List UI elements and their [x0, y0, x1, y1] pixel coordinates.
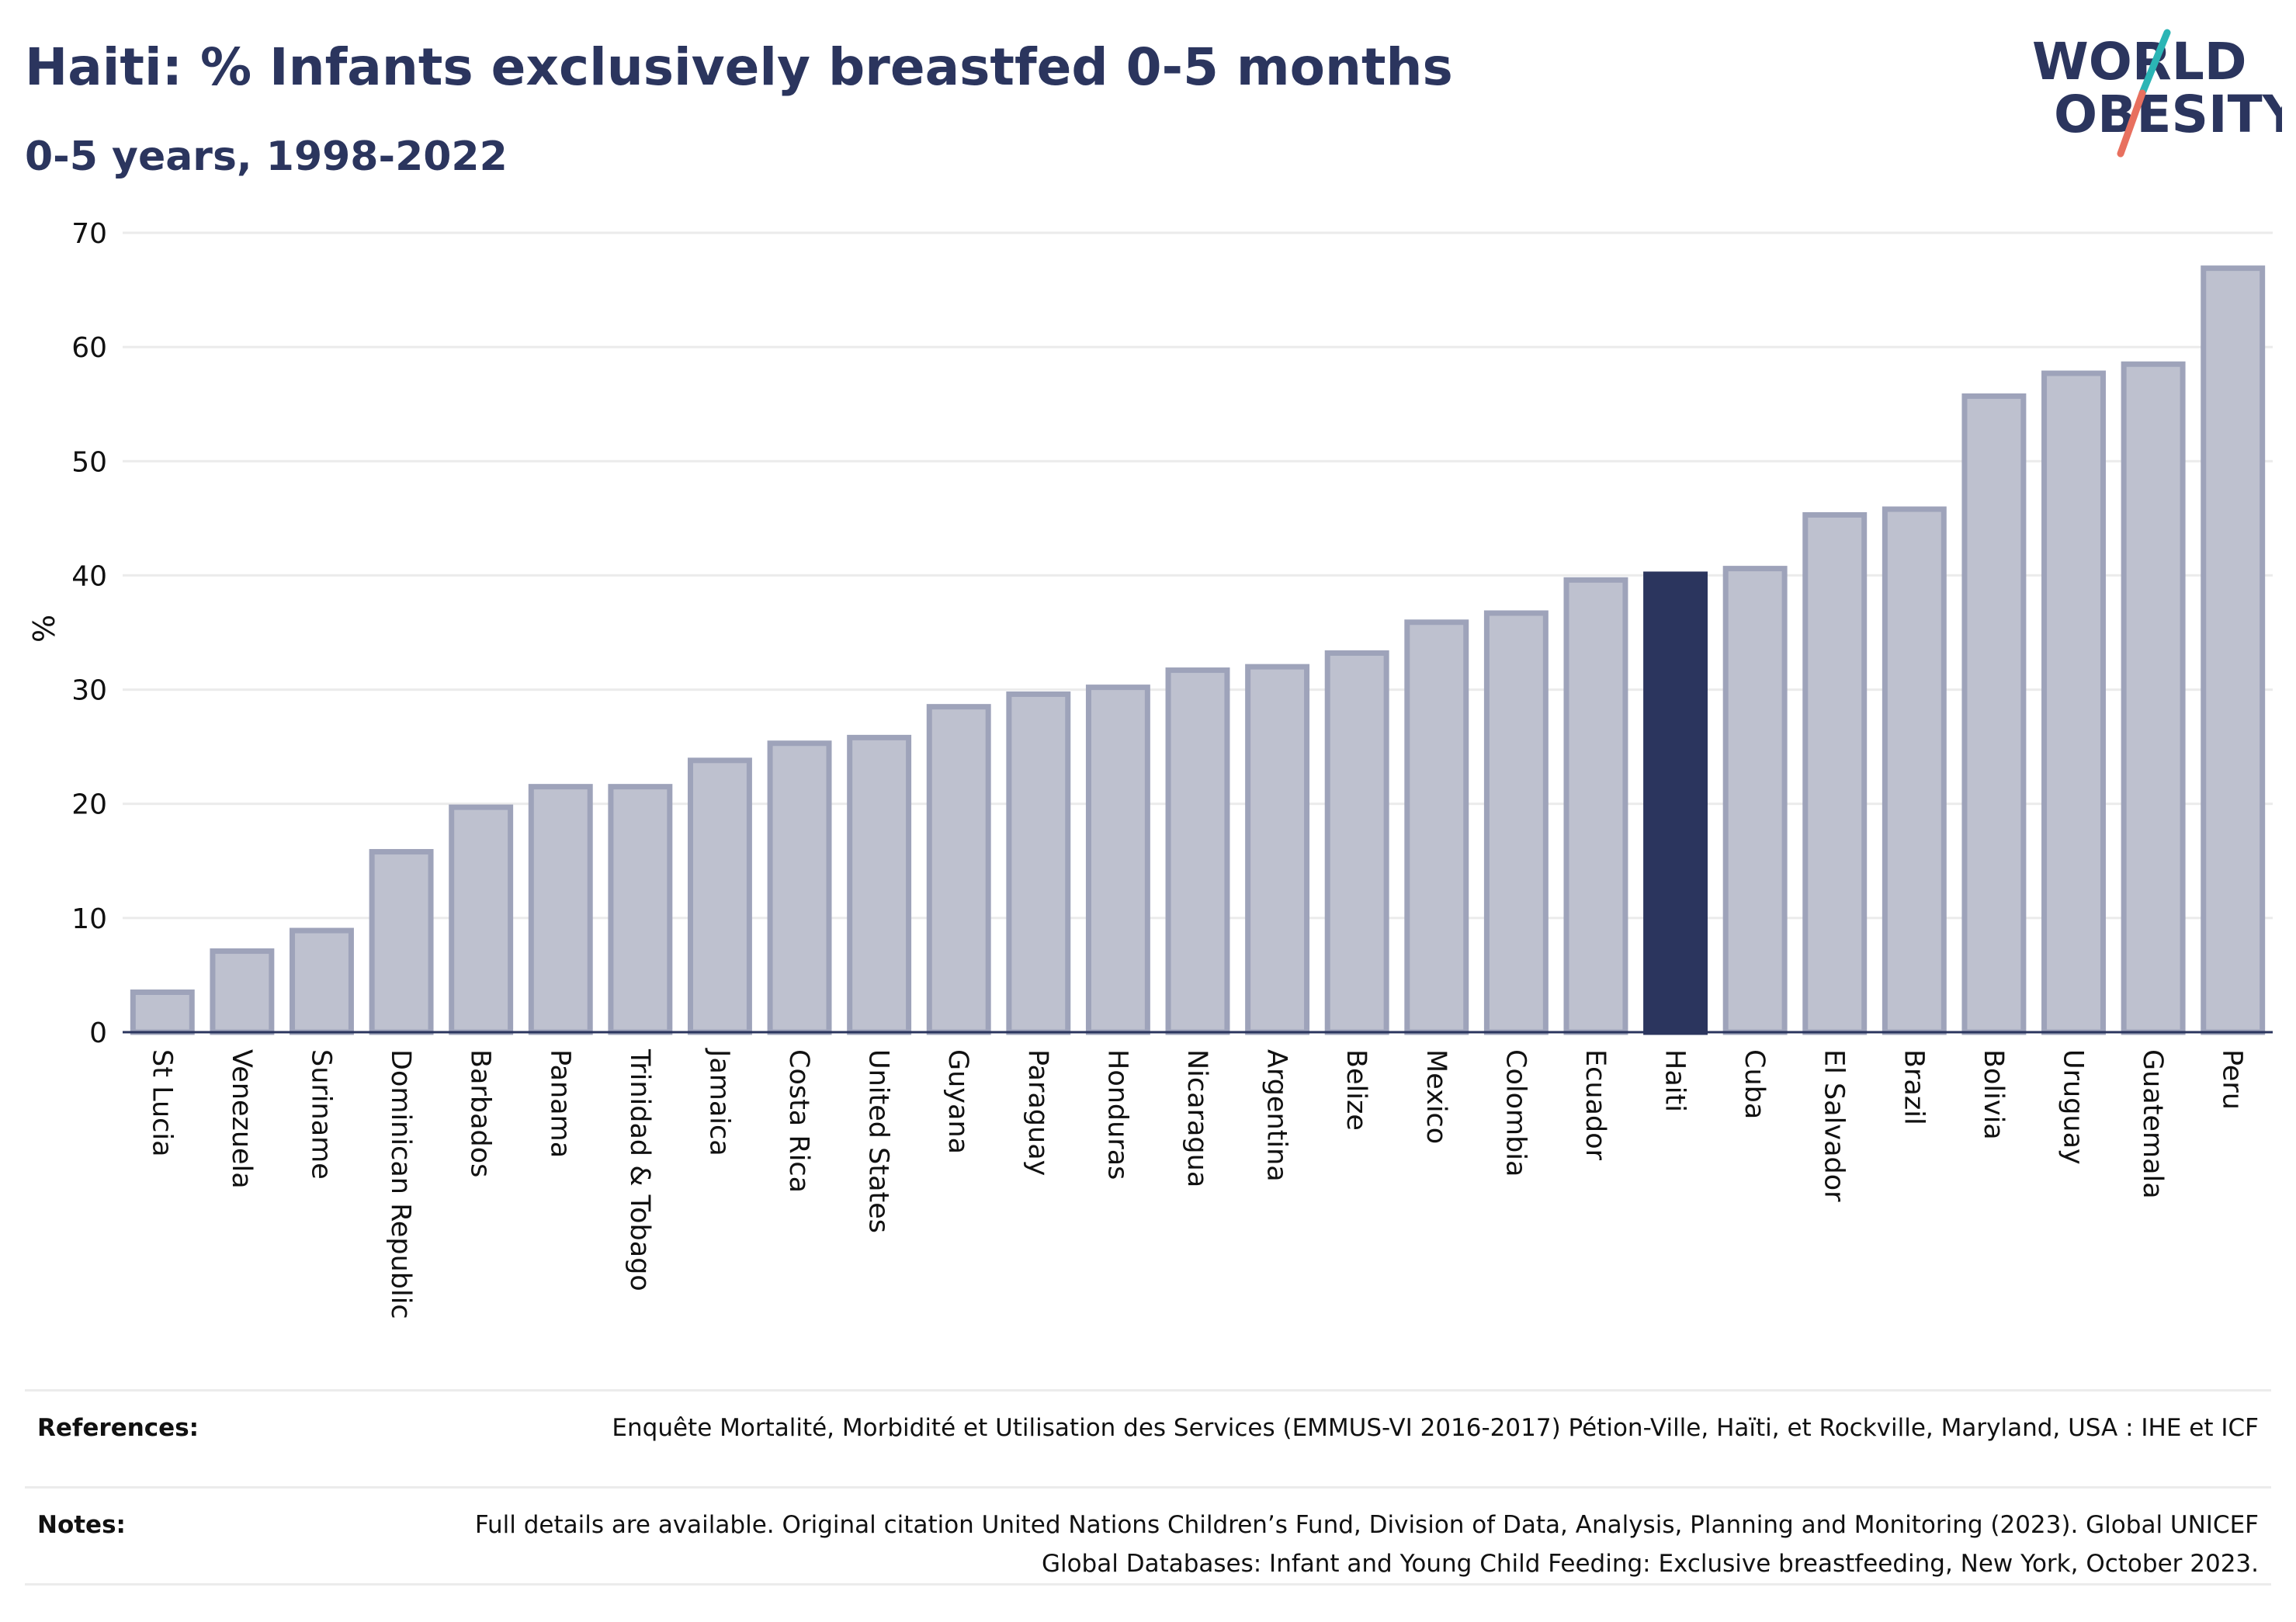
bar-honduras [1085, 684, 1150, 1035]
bar-nicaragua [1165, 667, 1230, 1035]
x-tick-label: Trinidad & Tobago [624, 1048, 655, 1291]
x-tick-label: Haiti [1660, 1049, 1691, 1112]
bar-guatemala [2121, 361, 2186, 1035]
x-tick-label: Argentina [1261, 1049, 1292, 1182]
notes-label: Notes: [37, 1511, 126, 1539]
x-tick-label: Jamaica [703, 1048, 734, 1156]
x-tick-label: Brazil [1898, 1049, 1929, 1125]
bar-venezuela [210, 948, 275, 1035]
y-tick-label: 60 [71, 332, 107, 364]
x-tick-label: Panama [544, 1049, 575, 1158]
bar-chart: 0 10 20 30 40 50 60 70 St Lucia Venezuela Suriname… [27, 218, 2273, 1319]
notes-text: Full details are available. Original cit… [474, 1511, 2259, 1578]
bar-peru [2201, 265, 2266, 1035]
bar-belize [1324, 650, 1389, 1035]
bar-el-salvador [1802, 511, 1868, 1035]
bar-dominican-republic [369, 849, 434, 1035]
world-obesity-logo: WORLD OBESITY [2032, 29, 2282, 158]
logo-slash-teal [2138, 29, 2171, 97]
x-tick-label: Uruguay [2058, 1049, 2089, 1165]
bar-panama [528, 784, 593, 1035]
bar-barbados [449, 804, 514, 1035]
bar-st-lucia [130, 989, 195, 1035]
bars [130, 265, 2266, 1035]
bar-guyana [926, 704, 991, 1035]
x-tick-label: Guatemala [2137, 1049, 2168, 1199]
y-tick-label: 10 [71, 903, 107, 935]
x-tick-label: Peru [2217, 1049, 2248, 1110]
bar-argentina [1245, 664, 1310, 1035]
bar-united-states [847, 734, 912, 1035]
bar-haiti [1643, 571, 1708, 1035]
x-tick-label: Costa Rica [783, 1049, 814, 1193]
bar-jamaica [687, 757, 752, 1035]
chart-subtitle: 0-5 years, 1998-2022 [25, 133, 508, 180]
x-tick-label: Venezuela [226, 1049, 257, 1189]
x-tick-label: Honduras [1101, 1049, 1132, 1180]
bar-ecuador [1563, 577, 1628, 1035]
y-tick-label: 30 [71, 675, 107, 707]
x-tick-label: Nicaragua [1181, 1049, 1212, 1187]
y-tick-label: 40 [71, 560, 107, 592]
footer-bottom-rule [25, 1583, 2271, 1586]
y-axis-label: % [27, 615, 61, 643]
bar-uruguay [2041, 370, 2106, 1035]
x-tick-label: Bolivia [1978, 1049, 2009, 1140]
x-tick-label: Guyana [942, 1049, 973, 1154]
references-row: References: Enquête Mortalité, Morbidité… [25, 1389, 2271, 1489]
x-tick-label: Paraguay [1022, 1049, 1053, 1176]
y-tick-label: 20 [71, 789, 107, 821]
x-tick-label: Barbados [465, 1049, 496, 1177]
y-tick-label: 50 [71, 446, 107, 478]
x-tick-label: El Salvador [1819, 1049, 1850, 1202]
x-tick-label: Colombia [1500, 1049, 1531, 1177]
logo-slash-coral [2117, 89, 2146, 158]
bar-colombia [1483, 610, 1549, 1035]
x-tick-label: Dominican Republic [385, 1049, 416, 1319]
y-tick-label: 0 [89, 1017, 107, 1049]
y-tick-label: 70 [71, 218, 107, 250]
bar-cuba [1722, 566, 1788, 1035]
x-tick-label: Belize [1340, 1049, 1372, 1131]
logo-line-obesity: OBESITY [2054, 85, 2282, 144]
bar-suriname [290, 927, 354, 1035]
references-text: Enquête Mortalité, Morbidité et Utilisat… [612, 1414, 2259, 1442]
bar-brazil [1882, 506, 1947, 1035]
logo-line-world: WORLD [2032, 32, 2247, 92]
notes-row: Notes: Full details are available. Origi… [25, 1486, 2271, 1586]
axes: 0 10 20 30 40 50 60 70 St Lucia Venezuela Suriname… [71, 218, 2273, 1319]
chart-title: Haiti: % Infants exclusively breastfed 0… [25, 37, 1453, 97]
bar-paraguay [1006, 691, 1071, 1035]
x-tick-label: Cuba [1739, 1049, 1770, 1119]
x-tick-label: Ecuador [1580, 1049, 1611, 1161]
bar-costa-rica [767, 740, 832, 1035]
x-tick-label: United States [863, 1049, 894, 1233]
references-label: References: [37, 1414, 199, 1442]
x-tick-label: St Lucia [146, 1049, 177, 1157]
x-tick-label: Suriname [305, 1049, 336, 1180]
bar-trinidad-tobago [608, 784, 673, 1035]
bar-bolivia [1961, 393, 2027, 1035]
bar-mexico [1404, 619, 1469, 1035]
x-tick-label: Mexico [1420, 1049, 1451, 1144]
